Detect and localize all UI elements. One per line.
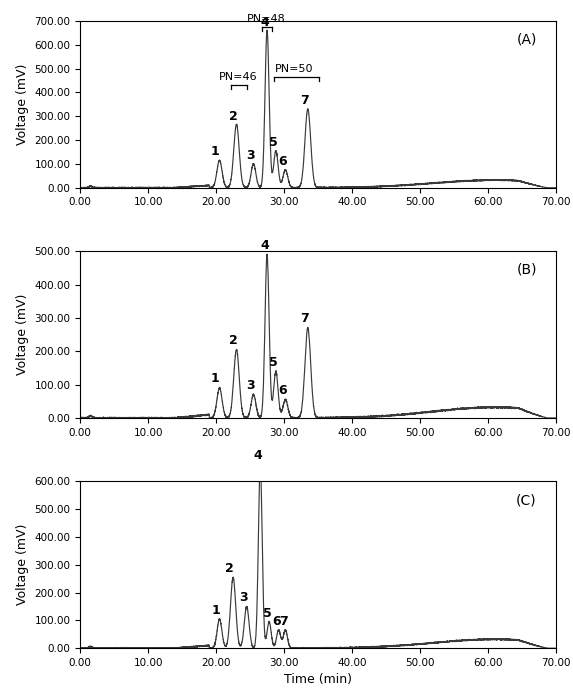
Text: 4: 4 [260,15,269,29]
Text: 7: 7 [279,615,288,628]
Text: 6: 6 [272,615,281,628]
Text: PN=46: PN=46 [218,72,257,82]
Text: 3: 3 [239,591,248,604]
Text: 5: 5 [269,355,277,369]
Text: 1: 1 [211,372,220,385]
Text: 3: 3 [246,379,254,392]
Text: 3: 3 [246,149,254,162]
Text: 5: 5 [269,136,277,149]
Y-axis label: Voltage (mV): Voltage (mV) [16,524,29,606]
Text: 7: 7 [300,94,309,107]
Text: (A): (A) [516,33,537,47]
Y-axis label: Voltage (mV): Voltage (mV) [16,63,29,145]
Text: 7: 7 [300,312,309,325]
Text: PN=48: PN=48 [247,14,286,24]
Y-axis label: Voltage (mV): Voltage (mV) [16,294,29,375]
Text: 6: 6 [278,155,287,168]
Text: 4: 4 [260,239,269,252]
Text: 2: 2 [229,334,237,347]
Text: 6: 6 [278,384,287,397]
Text: 2: 2 [229,109,237,123]
Text: (B): (B) [516,263,537,277]
Text: 4: 4 [254,450,262,463]
X-axis label: Time (min): Time (min) [284,673,352,687]
Text: 1: 1 [212,604,221,617]
Text: PN=50: PN=50 [275,64,313,74]
Text: 2: 2 [225,562,234,575]
Text: (C): (C) [516,493,537,507]
Text: 5: 5 [262,606,272,620]
Text: 1: 1 [211,146,220,158]
